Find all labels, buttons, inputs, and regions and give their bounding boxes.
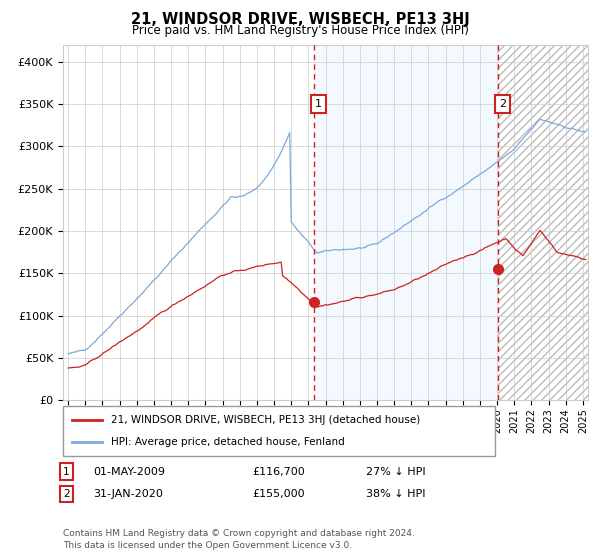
Text: 01-MAY-2009: 01-MAY-2009: [93, 466, 165, 477]
Text: £116,700: £116,700: [252, 466, 305, 477]
Text: HPI: Average price, detached house, Fenland: HPI: Average price, detached house, Fenl…: [110, 437, 344, 447]
Text: Price paid vs. HM Land Registry's House Price Index (HPI): Price paid vs. HM Land Registry's House …: [131, 24, 469, 36]
Bar: [314, 45, 499, 400]
FancyBboxPatch shape: [63, 406, 495, 456]
Text: 21, WINDSOR DRIVE, WISBECH, PE13 3HJ (detached house): 21, WINDSOR DRIVE, WISBECH, PE13 3HJ (de…: [110, 415, 420, 425]
Text: 2: 2: [499, 99, 506, 109]
Text: £155,000: £155,000: [252, 489, 305, 499]
Text: 31-JAN-2020: 31-JAN-2020: [93, 489, 163, 499]
Text: 2: 2: [63, 489, 70, 499]
Text: 21, WINDSOR DRIVE, WISBECH, PE13 3HJ: 21, WINDSOR DRIVE, WISBECH, PE13 3HJ: [131, 12, 469, 27]
Text: 1: 1: [315, 99, 322, 109]
Text: 1: 1: [63, 466, 70, 477]
Bar: [499, 45, 588, 400]
Text: Contains HM Land Registry data © Crown copyright and database right 2024.
This d: Contains HM Land Registry data © Crown c…: [63, 529, 415, 550]
Text: 27% ↓ HPI: 27% ↓ HPI: [366, 466, 425, 477]
Text: 38% ↓ HPI: 38% ↓ HPI: [366, 489, 425, 499]
